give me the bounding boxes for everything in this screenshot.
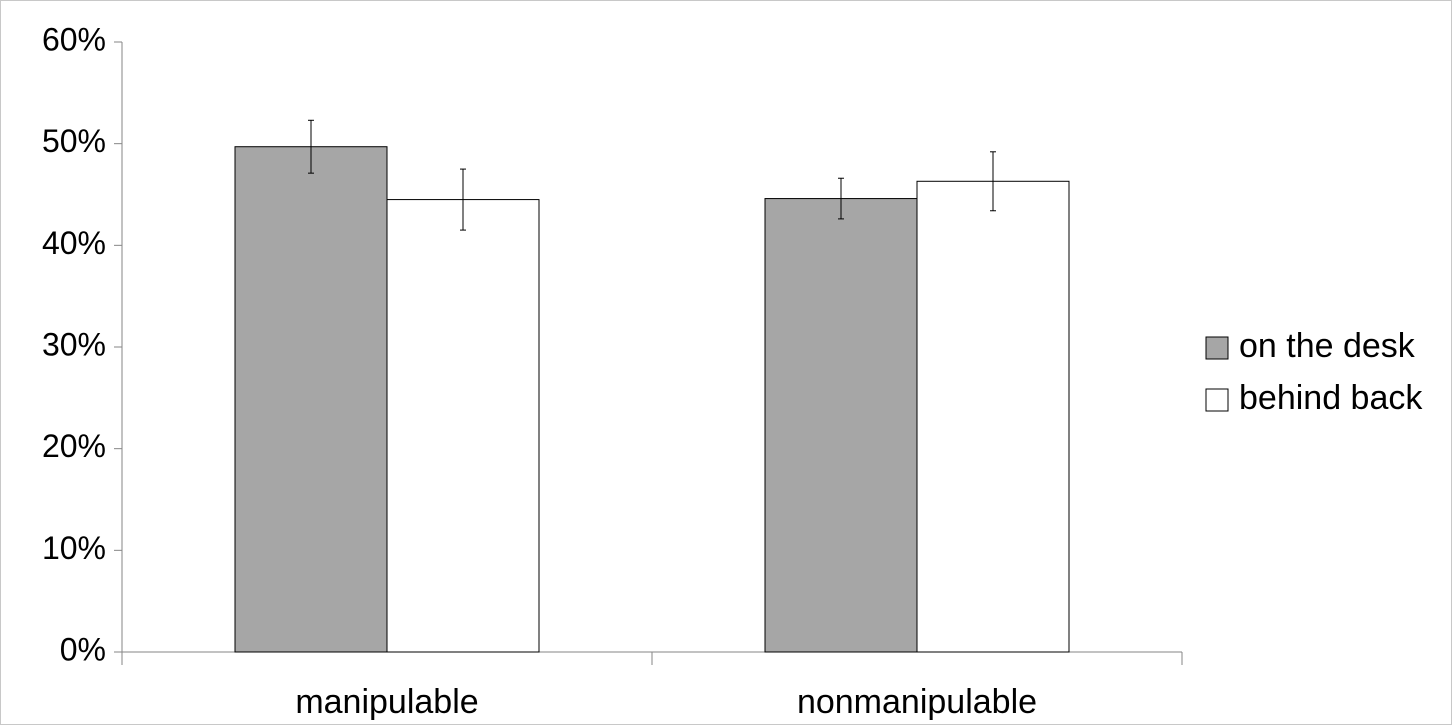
legend-label: behind back	[1239, 379, 1423, 417]
error-bars	[308, 119, 996, 231]
legend-swatch	[1205, 388, 1229, 412]
legend-swatch	[1205, 336, 1229, 360]
x-axis: manipulable nonmanipulable	[121, 651, 1183, 721]
y-tick-label: 30%	[42, 326, 106, 362]
x-tick-label: nonmanipulable	[797, 683, 1037, 721]
y-tick-label: 40%	[42, 225, 106, 261]
y-tick-label: 10%	[42, 530, 106, 566]
y-tick-label: 20%	[42, 428, 106, 464]
bar	[764, 198, 918, 653]
y-tick-label: 60%	[42, 21, 106, 57]
y-tick-label: 50%	[42, 123, 106, 159]
x-tick-label: manipulable	[295, 683, 478, 721]
legend: on the desk behind back	[1205, 327, 1423, 417]
bar	[916, 180, 1070, 653]
bar	[386, 199, 540, 653]
bar	[234, 146, 388, 653]
y-tick-label: 0%	[60, 631, 106, 667]
legend-label: on the desk	[1239, 327, 1416, 365]
y-axis: 0% 10% 20% 30% 40% 50% 60%	[42, 21, 123, 667]
bars	[234, 146, 1070, 653]
